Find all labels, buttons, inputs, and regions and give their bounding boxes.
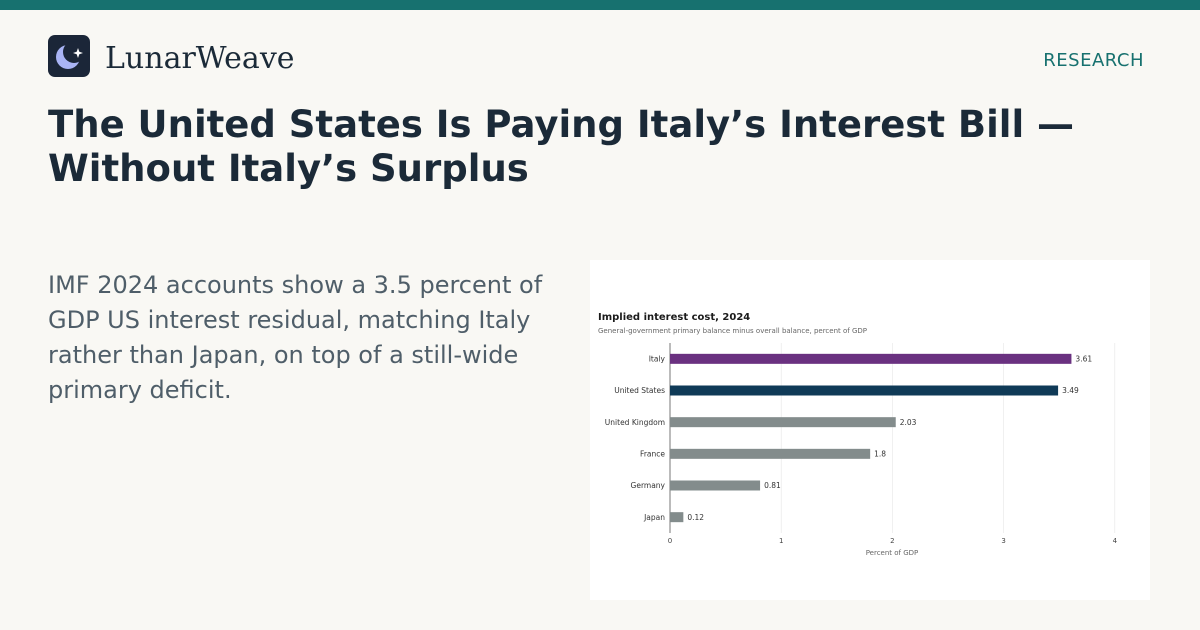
x-tick-label: 2 (890, 537, 894, 545)
chart-subtitle: General-government primary balance minus… (598, 327, 867, 335)
bar[interactable] (670, 353, 1072, 364)
bar[interactable] (670, 417, 896, 428)
bar[interactable] (670, 480, 761, 491)
brand-logo[interactable] (48, 35, 90, 77)
top-accent-bar (0, 0, 1200, 10)
bar[interactable] (670, 385, 1059, 396)
category-label: Germany (631, 481, 666, 490)
category-label: Japan (643, 513, 665, 522)
crescent-moon-star-icon (56, 41, 85, 69)
category-label: United States (614, 386, 665, 395)
brand-name[interactable]: LunarWeave (105, 41, 295, 76)
article-headline: The United States Is Paying Italy’s Inte… (48, 103, 1075, 190)
value-label: 2.03 (900, 418, 917, 427)
x-tick-label: 4 (1113, 537, 1118, 545)
bar[interactable] (670, 512, 684, 523)
x-tick-label: 1 (779, 537, 783, 545)
category-label: United Kingdom (605, 418, 665, 427)
article-summary: IMF 2024 accounts show a 3.5 percent of … (48, 271, 543, 404)
x-axis-label: Percent of GDP (866, 549, 919, 557)
value-label: 3.49 (1062, 386, 1079, 395)
bar[interactable] (670, 448, 871, 459)
chart-card: Implied interest cost, 2024 General-gove… (590, 260, 1150, 600)
x-tick-label: 0 (668, 537, 672, 545)
value-label: 0.81 (764, 481, 781, 490)
section-label[interactable]: RESEARCH (1043, 50, 1144, 71)
bar-chart: Implied interest cost, 2024 General-gove… (598, 312, 1118, 557)
value-label: 0.12 (687, 513, 704, 522)
x-tick-label: 3 (1001, 537, 1005, 545)
chart-title: Implied interest cost, 2024 (598, 312, 750, 323)
category-label: Italy (649, 355, 666, 364)
category-label: France (640, 450, 665, 459)
value-label: 1.8 (874, 450, 886, 459)
value-label: 3.61 (1075, 355, 1092, 364)
